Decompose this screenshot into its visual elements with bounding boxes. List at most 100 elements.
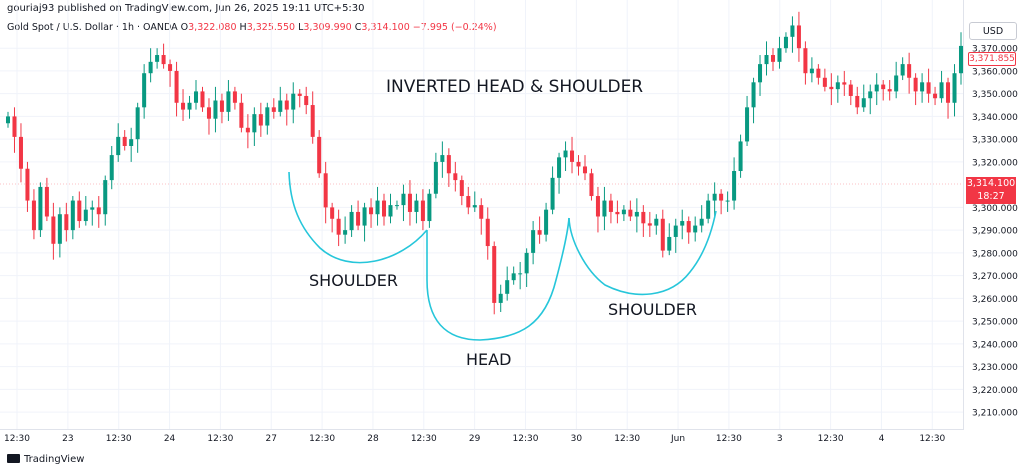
candle-body: [252, 114, 257, 133]
candle-body: [433, 161, 438, 194]
candle: [459, 175, 464, 206]
candle-body: [647, 223, 652, 226]
candle-body: [206, 107, 211, 119]
candle: [414, 193, 419, 224]
candle-body: [861, 98, 866, 108]
candle-body: [809, 68, 814, 74]
candle: [621, 205, 626, 222]
candle: [129, 127, 134, 162]
candle-body: [446, 155, 451, 174]
candle-body: [323, 173, 328, 208]
candle-body: [472, 205, 477, 208]
candle-body: [155, 55, 160, 62]
left-shoulder-curve: [288, 171, 428, 264]
candle-body: [686, 221, 691, 233]
candle-body: [181, 102, 186, 110]
candle: [887, 80, 892, 101]
candle-body: [887, 89, 892, 92]
time-axis[interactable]: 12:30 23 12:30 24 12:30 27 12:30 28 12:30 29 12:30…: [4, 434, 946, 444]
candle-body: [621, 209, 626, 215]
candle-body: [816, 68, 821, 78]
candle-body: [492, 246, 497, 303]
candle: [12, 107, 17, 153]
candle-body: [420, 200, 425, 222]
tradingview-footer[interactable]: TradingView: [7, 454, 84, 465]
candle: [213, 86, 218, 133]
candle-body: [920, 82, 925, 92]
candle-body: [524, 252, 529, 274]
candle: [511, 266, 516, 285]
candle-body: [576, 161, 581, 167]
candle: [369, 198, 374, 228]
time-tick-label: 28: [367, 434, 379, 444]
candle: [900, 57, 905, 81]
candle: [200, 86, 205, 112]
candle: [168, 59, 173, 87]
candle: [394, 200, 399, 210]
candle: [25, 161, 30, 212]
tradingview-logo-icon: [7, 454, 20, 463]
footer-brand: TradingView: [24, 454, 85, 465]
candle: [926, 68, 931, 103]
currency-button[interactable]: USD: [969, 22, 1017, 40]
ohlc-close: C3,314.100: [354, 22, 410, 33]
candle: [96, 196, 101, 228]
candle: [667, 223, 672, 256]
candle-body: [712, 193, 717, 201]
time-tick-label: 3: [777, 434, 783, 444]
candle-body: [83, 209, 88, 222]
candle-body: [369, 207, 374, 215]
candle-body: [706, 200, 711, 219]
candle: [5, 111, 11, 128]
time-tick-label: 12:30: [309, 434, 335, 444]
price-tick-label: 3,210.000: [972, 409, 1018, 419]
candle: [245, 114, 250, 149]
candle: [44, 177, 49, 222]
candle-body: [193, 91, 199, 103]
candle: [317, 130, 322, 178]
candle-body: [466, 196, 471, 208]
candle: [349, 205, 354, 237]
candle: [835, 75, 840, 103]
price-tick-label: 3,260.000: [972, 295, 1018, 305]
price-tick-label: 3,340.000: [972, 113, 1018, 123]
candle: [57, 207, 62, 258]
candle-body: [537, 230, 542, 235]
candle-body: [933, 93, 938, 99]
candle: [654, 214, 659, 235]
candle-body: [958, 45, 964, 74]
candle-body: [116, 136, 121, 156]
candle-body: [122, 136, 127, 146]
candle: [855, 86, 860, 115]
candle-body: [641, 211, 646, 224]
candle: [440, 141, 445, 178]
candle: [284, 93, 289, 126]
candle-body: [939, 82, 944, 99]
candle: [933, 86, 938, 106]
candle: [680, 209, 685, 240]
time-tick-label: 12:30: [716, 434, 742, 444]
candle-body: [77, 200, 82, 222]
candle: [90, 200, 95, 226]
symbol-name[interactable]: Gold Spot / U.S. Dollar · 1h · OANDA: [7, 22, 178, 33]
candle-body: [90, 207, 95, 210]
price-tick-label: 3,220.000: [972, 386, 1018, 396]
candle-body: [213, 100, 218, 119]
candle: [498, 284, 503, 313]
candle-body: [382, 200, 387, 217]
candle-body: [388, 205, 393, 217]
candle-body: [790, 25, 795, 37]
candle: [829, 73, 834, 106]
time-tick-label: 12:30: [207, 434, 233, 444]
candle-body: [96, 207, 101, 215]
candle: [77, 191, 82, 228]
candle: [745, 95, 750, 146]
candle: [148, 48, 153, 83]
candle-body: [900, 64, 905, 76]
candle: [122, 130, 127, 151]
candle: [252, 107, 257, 146]
price-axis[interactable]: 3,370.000 3,360.000 3,350.000 3,340.000 3,33…: [972, 45, 1018, 419]
candle: [181, 89, 186, 121]
candle-body: [148, 61, 153, 74]
